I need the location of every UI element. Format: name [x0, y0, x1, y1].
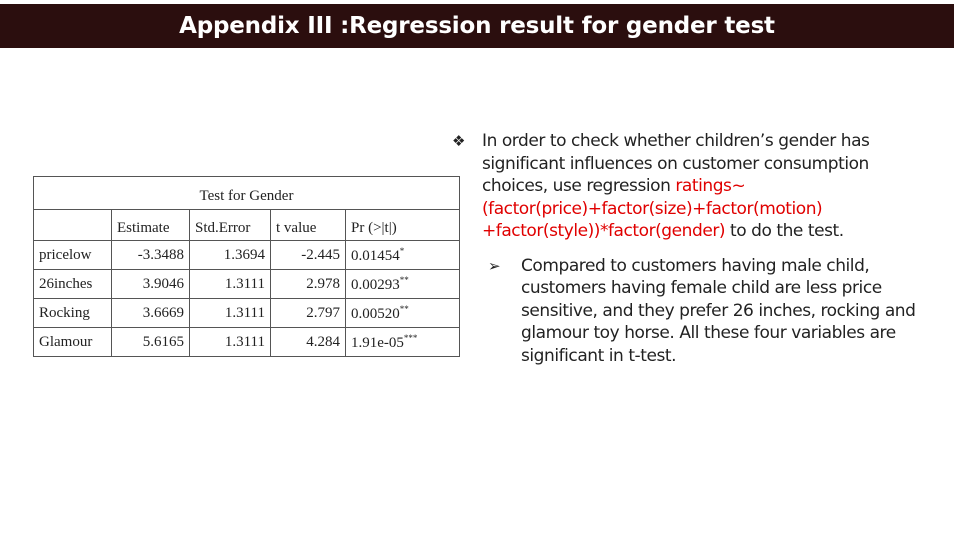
bullet-main: ❖ In order to check whether children’s g… — [448, 130, 928, 243]
p-value: 1.91e-05 — [351, 334, 404, 351]
arrow-bullet-icon: ➢ — [488, 256, 501, 275]
bullet-main-suffix: to do the test. — [725, 221, 844, 241]
bullet-sub: ➢ Compared to customers having male chil… — [448, 255, 928, 368]
cell-t-value: 4.284 — [270, 327, 346, 357]
significance-stars: ** — [399, 303, 409, 314]
row-label: Rocking — [33, 298, 112, 328]
row-label: pricelow — [33, 240, 112, 270]
cell-t-value: 2.797 — [270, 298, 346, 328]
regression-table: Test for Gender Estimate Std.Error t val… — [33, 176, 460, 357]
cell-estimate: 5.6165 — [111, 327, 190, 357]
header-estimate: Estimate — [111, 209, 190, 241]
significance-stars: *** — [403, 332, 418, 343]
diamond-bullet-icon: ❖ — [452, 132, 465, 150]
table-caption-row: Test for Gender — [33, 176, 460, 210]
table-caption: Test for Gender — [33, 176, 460, 210]
cell-t-value: 2.978 — [270, 269, 346, 299]
cell-std-error: 1.3694 — [189, 240, 271, 270]
cell-p-value: 0.00520** — [345, 298, 460, 328]
bullet-list: ❖ In order to check whether children’s g… — [448, 130, 928, 367]
cell-p-value: 0.00293** — [345, 269, 460, 299]
header-empty — [33, 209, 112, 241]
regression-formula: ratings~(factor(price)+factor(size)+fact… — [482, 176, 823, 241]
cell-std-error: 1.3111 — [189, 327, 271, 357]
header-std-error: Std.Error — [189, 209, 271, 241]
table-row: Glamour 5.6165 1.3111 4.284 1.91e-05*** — [33, 327, 460, 357]
significance-stars: * — [399, 245, 405, 256]
title-bar: Appendix III :Regression result for gend… — [0, 4, 954, 48]
table-row: Rocking 3.6669 1.3111 2.797 0.00520** — [33, 298, 460, 328]
table-row: pricelow -3.3488 1.3694 -2.445 0.01454* — [33, 240, 460, 270]
row-label: 26inches — [33, 269, 112, 299]
header-t-value: t value — [270, 209, 346, 241]
cell-estimate: 3.6669 — [111, 298, 190, 328]
bullet-main-text: In order to check whether children’s gen… — [482, 131, 870, 196]
significance-stars: ** — [399, 274, 409, 285]
p-value: 0.00293 — [351, 276, 400, 293]
cell-std-error: 1.3111 — [189, 269, 271, 299]
table-row: 26inches 3.9046 1.3111 2.978 0.00293** — [33, 269, 460, 299]
bullet-sub-text: Compared to customers having male child,… — [521, 255, 916, 366]
cell-estimate: -3.3488 — [111, 240, 190, 270]
cell-p-value: 1.91e-05*** — [345, 327, 460, 357]
table-header-row: Estimate Std.Error t value Pr (>|t|) — [33, 209, 460, 241]
header-p-value: Pr (>|t|) — [345, 209, 460, 241]
cell-estimate: 3.9046 — [111, 269, 190, 299]
cell-t-value: -2.445 — [270, 240, 346, 270]
p-value: 0.01454 — [351, 247, 400, 264]
slide-title: Appendix III :Regression result for gend… — [179, 13, 775, 39]
p-value: 0.00520 — [351, 305, 400, 322]
row-label: Glamour — [33, 327, 112, 357]
cell-p-value: 0.01454* — [345, 240, 460, 270]
cell-std-error: 1.3111 — [189, 298, 271, 328]
